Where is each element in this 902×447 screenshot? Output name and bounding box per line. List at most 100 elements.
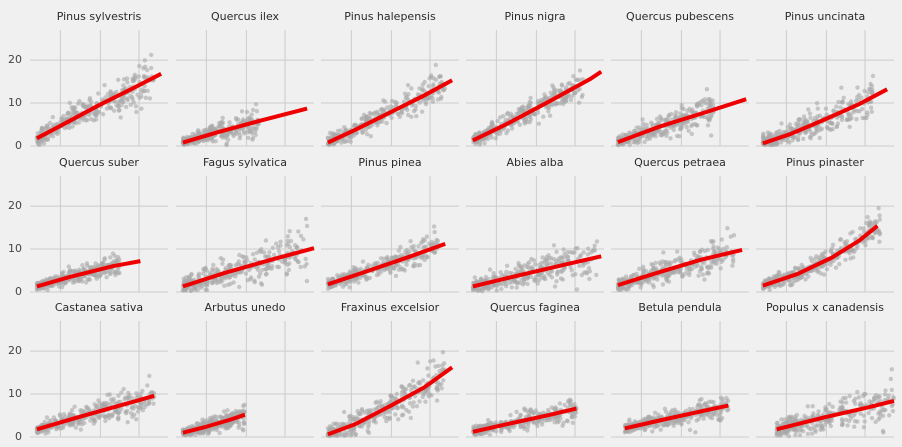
scatter-point bbox=[679, 103, 684, 108]
scatter-point bbox=[490, 121, 495, 126]
scatter-point bbox=[672, 270, 677, 275]
y-tick-label: 20 bbox=[8, 344, 22, 357]
panel: Abies alba bbox=[466, 156, 604, 294]
scatter-point bbox=[196, 273, 201, 278]
scatter-point bbox=[394, 391, 399, 397]
scatter-point bbox=[103, 418, 108, 424]
scatter-point bbox=[413, 103, 419, 109]
scatter-point bbox=[721, 246, 726, 252]
scatter-point bbox=[210, 268, 215, 273]
scatter-point bbox=[517, 122, 523, 128]
scatter-point bbox=[650, 282, 655, 287]
scatter-point bbox=[211, 262, 216, 268]
scatter-point bbox=[135, 393, 140, 398]
scatter-point bbox=[108, 255, 113, 260]
scatter-point bbox=[550, 83, 555, 88]
scatter-point bbox=[633, 138, 638, 143]
scatter-point bbox=[864, 115, 869, 121]
scatter-point bbox=[586, 246, 591, 251]
scatter-point bbox=[51, 415, 57, 420]
scatter-point bbox=[616, 277, 621, 282]
scatter-point bbox=[66, 264, 72, 269]
scatter-point bbox=[284, 272, 289, 277]
scatter-point bbox=[365, 428, 370, 434]
scatter-point bbox=[121, 83, 126, 88]
scatter-point bbox=[707, 118, 712, 123]
scatter-point bbox=[105, 92, 111, 97]
scatter-point bbox=[672, 259, 677, 264]
scatter-point bbox=[718, 266, 723, 271]
scatter-point bbox=[267, 250, 272, 255]
scatter-point bbox=[702, 248, 708, 254]
scatter-point bbox=[100, 112, 106, 117]
scatter-point bbox=[145, 383, 150, 388]
scatter-point bbox=[839, 117, 845, 123]
scatter-point bbox=[266, 265, 271, 270]
scatter-point bbox=[438, 96, 444, 102]
scatter-point bbox=[96, 109, 102, 115]
panel: Pinus pinea bbox=[321, 156, 459, 293]
scatter-point bbox=[116, 393, 121, 398]
scatter-point bbox=[834, 124, 840, 129]
scatter-point bbox=[60, 425, 66, 430]
scatter-point bbox=[360, 259, 366, 264]
scatter-point bbox=[815, 106, 820, 111]
scatter-point bbox=[553, 415, 558, 421]
scatter-point bbox=[828, 262, 833, 267]
scatter-point bbox=[142, 88, 147, 94]
scatter-point bbox=[201, 128, 206, 133]
scatter-point bbox=[295, 244, 300, 250]
scatter-point bbox=[359, 116, 364, 122]
scatter-point bbox=[478, 423, 483, 428]
scatter-point bbox=[645, 136, 650, 142]
scatter-point bbox=[128, 94, 133, 99]
scatter-point bbox=[405, 107, 410, 113]
scatter-point bbox=[242, 131, 247, 136]
scatter-point bbox=[335, 128, 341, 134]
scatter-point bbox=[93, 112, 99, 117]
scatter-point bbox=[577, 68, 583, 73]
scatter-point bbox=[100, 402, 105, 408]
scatter-point bbox=[414, 114, 419, 119]
y-tick-label: 20 bbox=[8, 53, 22, 66]
scatter-point bbox=[431, 76, 436, 81]
panel: Quercus ilex bbox=[176, 10, 314, 148]
scatter-point bbox=[533, 408, 538, 413]
scatter-point bbox=[545, 417, 550, 423]
scatter-point bbox=[577, 263, 582, 268]
scatter-point bbox=[66, 110, 71, 115]
scatter-point bbox=[425, 389, 431, 394]
scatter-point bbox=[404, 94, 410, 100]
scatter-point bbox=[526, 103, 531, 109]
scatter-point bbox=[533, 274, 538, 280]
scatter-point bbox=[411, 400, 416, 405]
scatter-point bbox=[574, 287, 580, 292]
scatter-point bbox=[675, 249, 680, 254]
scatter-point bbox=[88, 418, 93, 423]
scatter-point bbox=[843, 257, 848, 262]
scatter-point bbox=[433, 364, 438, 369]
panel-title: Betula pendula bbox=[638, 301, 721, 314]
scatter-point bbox=[241, 428, 246, 433]
scatter-point bbox=[128, 102, 133, 108]
scatter-point bbox=[533, 262, 538, 267]
scatter-point bbox=[124, 104, 129, 110]
scatter-point bbox=[102, 82, 107, 88]
scatter-point bbox=[801, 136, 806, 141]
panel: Arbutus unedo bbox=[176, 301, 314, 438]
scatter-point bbox=[855, 108, 860, 114]
scatter-point bbox=[860, 115, 865, 121]
scatter-point bbox=[854, 117, 859, 122]
scatter-point bbox=[524, 264, 530, 269]
scatter-point bbox=[372, 261, 378, 266]
scatter-point bbox=[408, 415, 413, 421]
scatter-point bbox=[870, 73, 876, 79]
scatter-point bbox=[511, 425, 516, 430]
scatter-point bbox=[560, 99, 565, 105]
scatter-point bbox=[551, 243, 557, 248]
scatter-point bbox=[296, 229, 301, 234]
scatter-point bbox=[680, 122, 685, 127]
scatter-point bbox=[567, 80, 572, 86]
scatter-point bbox=[535, 423, 540, 429]
scatter-point bbox=[111, 108, 117, 113]
